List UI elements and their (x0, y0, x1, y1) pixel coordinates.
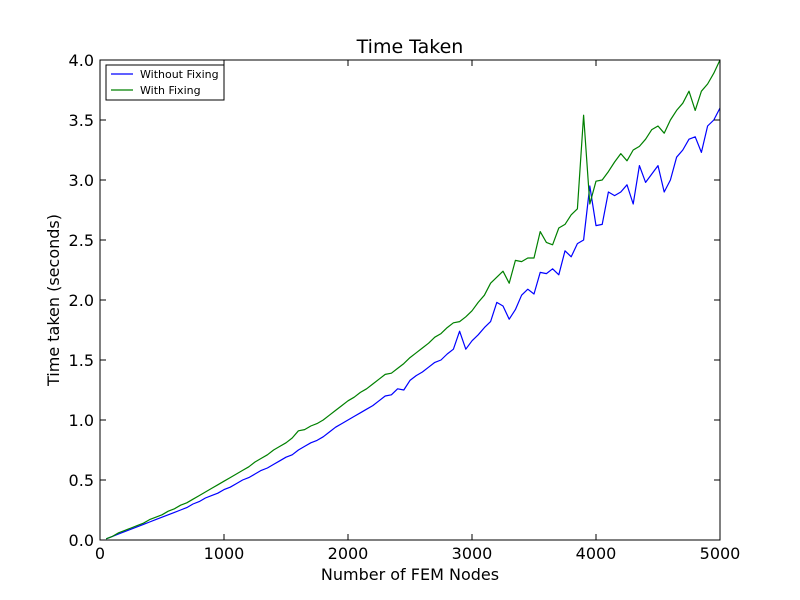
x-axis-label: Number of FEM Nodes (321, 565, 499, 584)
y-tick-label: 3.5 (69, 111, 94, 130)
legend: Without Fixing With Fixing (105, 64, 225, 101)
y-axis-label: Time taken (seconds) (44, 214, 63, 387)
y-tick-label: 4.0 (69, 51, 94, 70)
legend-box (105, 64, 225, 101)
x-tick-label: 0 (95, 544, 105, 563)
x-tick-label: 1000 (204, 544, 245, 563)
y-tick-label: 1.5 (69, 351, 94, 370)
y-ticks: 0.0 0.5 1.0 1.5 2.0 2.5 3.0 3.5 4.0 (69, 51, 720, 550)
y-tick-label: 1.0 (69, 411, 94, 430)
plot-lines (105, 59, 721, 540)
x-tick-label: 4000 (576, 544, 617, 563)
y-tick-label: 0.0 (69, 531, 94, 550)
y-tick-label: 0.5 (69, 471, 94, 490)
y-tick-label: 3.0 (69, 171, 94, 190)
y-tick-label: 2.0 (69, 291, 94, 310)
chart-title: Time Taken (356, 36, 464, 58)
legend-label-without-fixing: Without Fixing (140, 68, 219, 81)
y-tick-label: 2.5 (69, 231, 94, 250)
legend-label-with-fixing: With Fixing (140, 84, 201, 97)
x-tick-label: 2000 (328, 544, 369, 563)
x-tick-label: 3000 (452, 544, 493, 563)
series-line-without-fixing (105, 107, 721, 540)
x-tick-label: 5000 (700, 544, 741, 563)
x-ticks: 0 1000 2000 3000 4000 5000 (95, 60, 740, 563)
series-line-with-fixing (105, 59, 721, 540)
